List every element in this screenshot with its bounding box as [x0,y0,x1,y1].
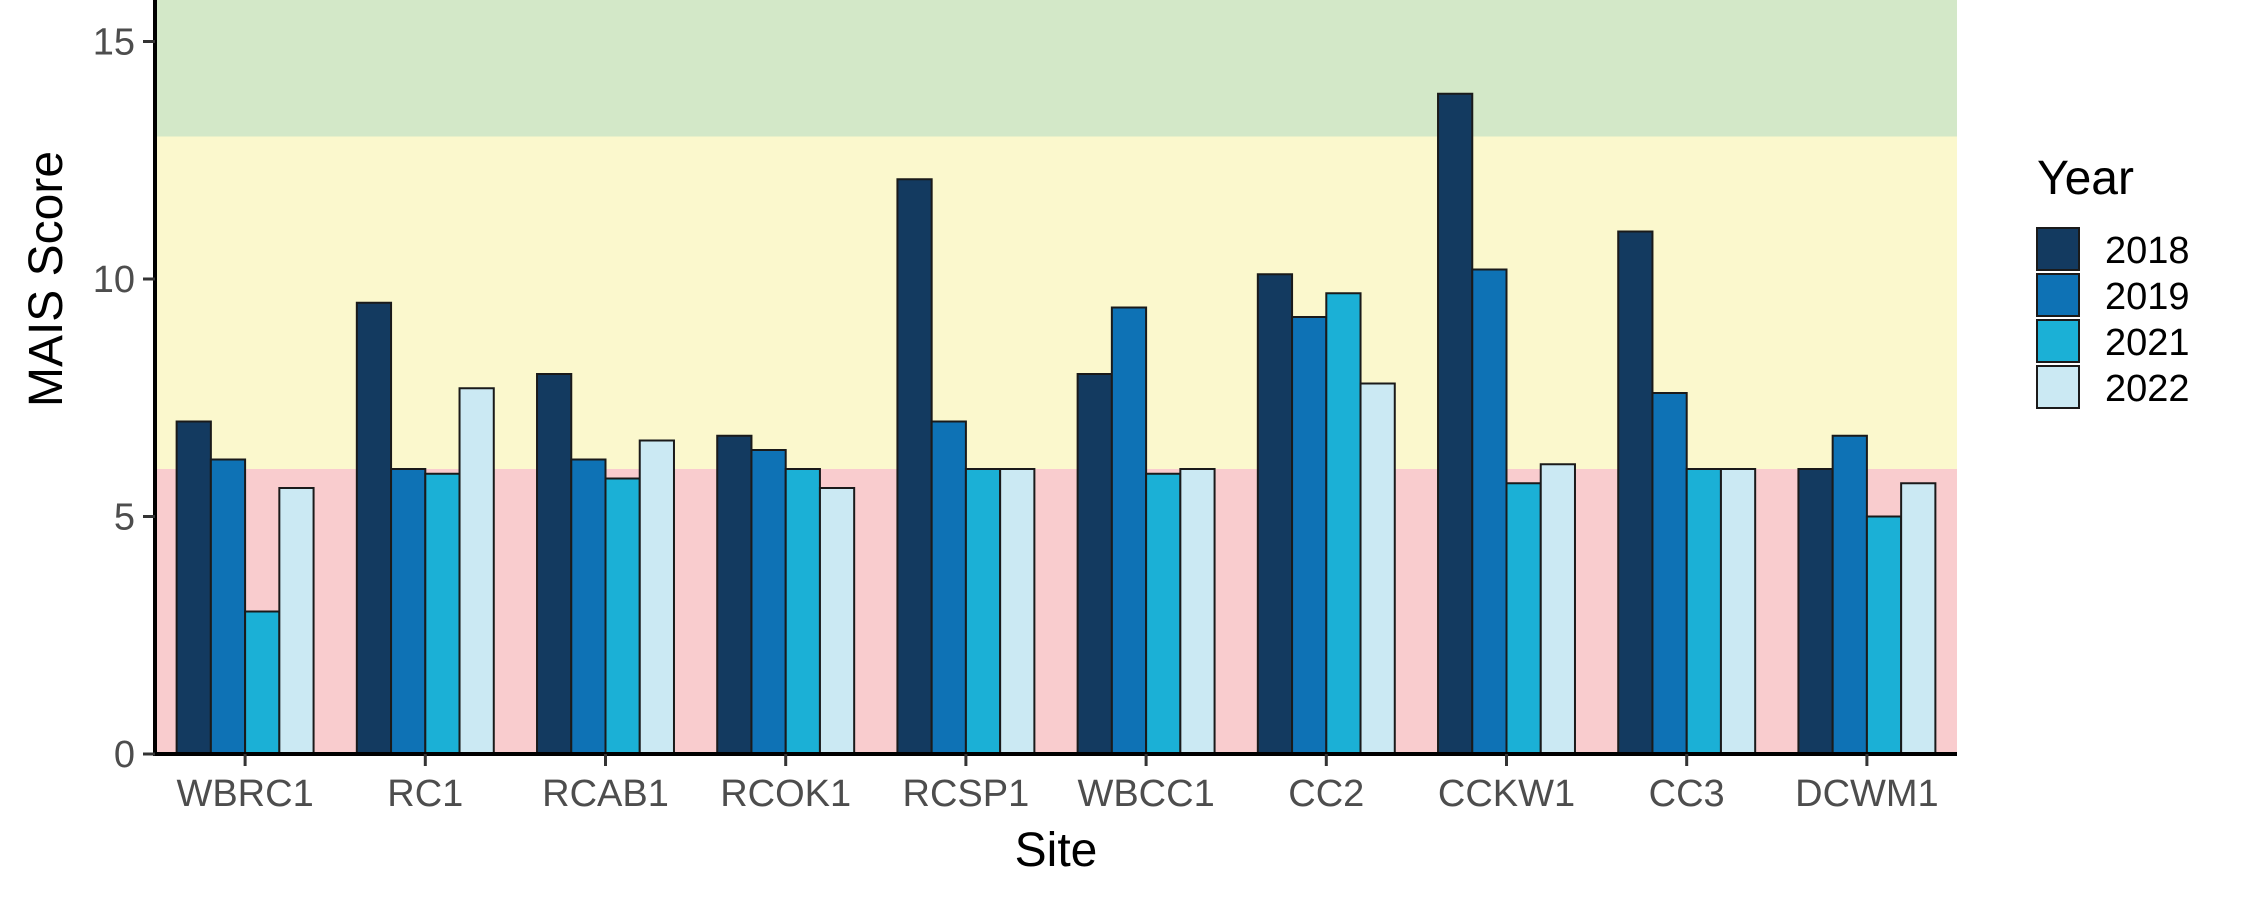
x-tick-label-cc2: CC2 [1288,773,1364,815]
bar-wbrc1-2019 [209,458,247,755]
bar-rcok1-2021 [784,468,821,755]
bar-cc2-2021 [1325,292,1362,755]
x-tick-label-wbcc1: WBCC1 [1077,773,1214,815]
bar-rc1-2018 [355,301,393,755]
bar-cckw1-2022 [1539,463,1576,755]
y-axis-ticks: 0 5 10 15 [93,22,155,776]
x-tick-label-rcab1: RCAB1 [542,773,669,815]
bar-rcab1-2018 [536,373,573,755]
x-axis-title: Site [1015,824,1098,877]
bar-cc3-2021 [1685,468,1722,755]
legend-label-2018: 2018 [2105,230,2190,272]
bar-rcsp1-2021 [964,468,1002,755]
legend-title: Year [2037,152,2134,205]
bar-rcsp1-2018 [896,178,933,755]
bar-cc2-2022 [1359,382,1396,755]
bar-rc1-2019 [390,468,427,755]
legend-label-2022: 2022 [2105,368,2190,410]
bar-wbcc1-2022 [1179,468,1216,755]
bar-rcab1-2019 [570,458,607,755]
bar-dcwm1-2021 [1865,515,1903,755]
bar-rcok1-2018 [716,434,753,755]
legend-swatch-2019 [2036,273,2080,317]
y-tick-label-0: 0 [114,734,135,776]
bar-cc3-2018 [1617,230,1654,755]
legend-label-2019: 2019 [2105,276,2190,318]
band-13-15 [155,0,1957,137]
legend-label-2021: 2021 [2105,322,2190,364]
bar-wbcc1-2018 [1076,373,1113,755]
x-tick-label-rcsp1: RCSP1 [903,773,1030,815]
bar-cc2-2019 [1291,316,1328,755]
y-tick-label-15: 15 [93,22,135,64]
legend-swatch-2022 [2036,365,2080,409]
bar-cckw1-2018 [1437,92,1474,755]
bar-cckw1-2019 [1471,268,1508,755]
y-tick-label-5: 5 [114,497,135,539]
x-tick-label-dcwm1: DCWM1 [1795,773,1939,815]
x-tick-label-rcok1: RCOK1 [720,773,851,815]
bar-cc3-2019 [1651,392,1688,755]
bar-wbcc1-2019 [1110,306,1148,755]
bar-cckw1-2021 [1505,482,1542,755]
bar-rc1-2022 [458,387,495,755]
y-tick-label-10: 10 [93,259,135,301]
x-tick-label-wbrc1: WBRC1 [176,773,313,815]
bar-cc2-2018 [1256,273,1294,755]
bar-rcok1-2019 [750,449,787,755]
legend-swatch-2018 [2036,227,2080,271]
bar-wbcc1-2021 [1145,472,1182,755]
bar-cc3-2022 [1719,468,1757,755]
bar-wbrc1-2022 [278,487,315,755]
x-tick-label-rc1: RC1 [387,773,463,815]
x-axis-ticks: WBRC1 RC1 RCAB1 RCOK1 RCSP1 WBCC1 CC2 CCKW1 CC3 D… [176,754,1939,815]
bar-rcab1-2022 [638,439,675,755]
x-tick-label-cc3: CC3 [1649,773,1725,815]
y-axis-title: MAIS Score [20,151,73,407]
bar-dcwm1-2019 [1831,434,1868,755]
bar-dcwm1-2018 [1797,468,1834,755]
legend-swatch-2021 [2036,319,2080,363]
bar-rcok1-2022 [818,487,856,755]
bar-rc1-2021 [424,472,461,755]
bar-rcab1-2021 [604,477,641,755]
bar-dcwm1-2022 [1900,482,1937,755]
bar-wbrc1-2018 [175,420,212,755]
bar-rcsp1-2022 [999,468,1036,755]
bar-wbrc1-2021 [244,610,281,755]
x-tick-label-cckw1: CCKW1 [1438,773,1575,815]
bar-rcsp1-2019 [930,420,967,755]
